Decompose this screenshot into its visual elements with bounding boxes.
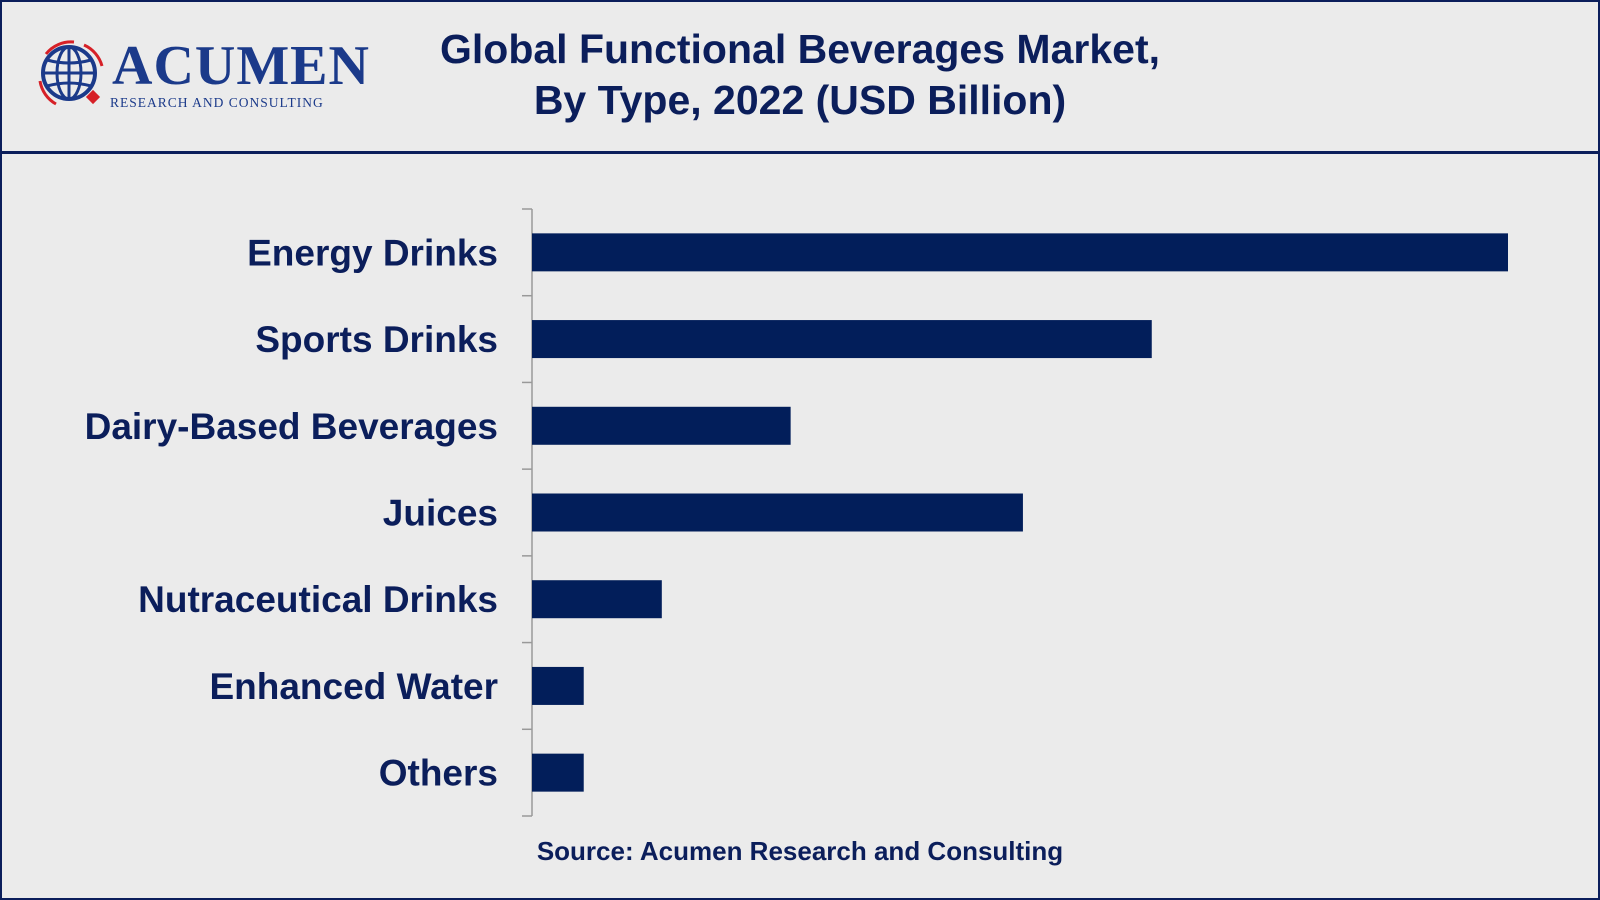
acumen-logo: ACUMEN RESEARCH AND CONSULTING xyxy=(34,36,369,116)
category-label: Enhanced Water xyxy=(209,666,498,707)
category-label: Nutraceutical Drinks xyxy=(138,579,498,620)
category-label: Juices xyxy=(383,493,498,534)
logo-name: ACUMEN xyxy=(112,35,370,97)
header: ACUMEN RESEARCH AND CONSULTING Global Fu… xyxy=(0,0,1600,154)
logo-tagline: RESEARCH AND CONSULTING xyxy=(110,95,324,110)
source-note: Source: Acumen Research and Consulting xyxy=(536,836,1064,866)
bar xyxy=(532,233,1508,272)
title-line-2: By Type, 2022 (USD Billion) xyxy=(533,77,1067,123)
bar xyxy=(532,753,584,792)
category-label: Others xyxy=(379,753,498,794)
globe-icon xyxy=(38,40,104,106)
bar xyxy=(532,493,1023,532)
category-label: Energy Drinks xyxy=(247,232,498,273)
bar xyxy=(532,580,662,619)
category-label: Dairy-Based Beverages xyxy=(85,406,498,447)
bar xyxy=(532,666,584,705)
bar xyxy=(532,320,1152,359)
chart-title: Global Functional Beverages Market, By T… xyxy=(300,24,1300,126)
title-line-1: Global Functional Beverages Market, xyxy=(440,26,1160,72)
bar xyxy=(532,406,791,445)
category-label: Sports Drinks xyxy=(255,319,498,360)
